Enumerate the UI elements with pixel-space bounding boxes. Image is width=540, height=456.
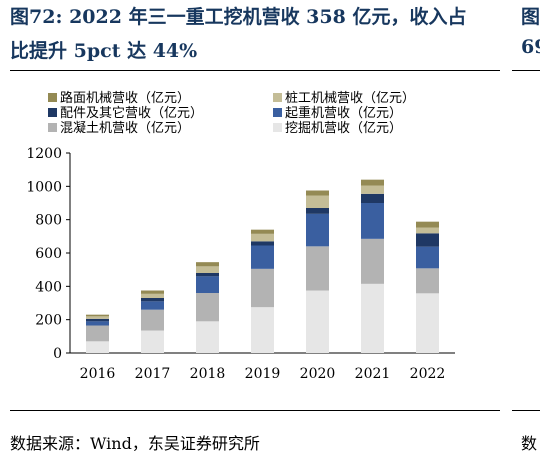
- bar-segment: [86, 318, 109, 322]
- bar-segment: [196, 293, 219, 322]
- bottom-rule: [10, 410, 500, 411]
- bar-segment: [306, 213, 329, 247]
- adjacent-figure-title-fragment-2: 69: [521, 36, 540, 58]
- legend-label: 混凝土机营收（亿元）: [60, 120, 190, 136]
- bar-segment: [416, 268, 439, 294]
- bar-segment: [86, 325, 109, 342]
- chart-legend: 路面机械营收（亿元） 桩工机械营收（亿元） 配件及其它营收（亿元） 起重机营收（亿元）…: [48, 90, 415, 136]
- bar-segment: [86, 341, 109, 353]
- legend-label: 桩工机械营收（亿元）: [285, 91, 415, 106]
- y-tick-label: 0: [53, 346, 62, 362]
- adjacent-source-fragment: 数: [521, 434, 538, 453]
- legend-swatch: [48, 108, 57, 117]
- bar-segment: [196, 273, 219, 277]
- bar-segment: [141, 301, 164, 310]
- legend-swatch: [48, 123, 57, 132]
- top-rule-adjacent: [512, 70, 540, 71]
- bar-segment: [416, 227, 439, 234]
- bar-segment: [416, 246, 439, 269]
- data-source-note: 数据来源：Wind，东吴证券研究所: [10, 434, 260, 453]
- bar-segment: [306, 195, 329, 208]
- legend-swatch: [273, 93, 282, 102]
- bottom-rule-adjacent: [512, 410, 540, 411]
- adjacent-figure-title-fragment-1: 图: [521, 6, 540, 28]
- bar-segment: [416, 221, 439, 228]
- y-tick-label: 1000: [26, 179, 62, 195]
- bar-segment: [306, 208, 329, 214]
- bar-segment: [251, 268, 274, 308]
- bar-segment: [361, 283, 384, 353]
- y-tick-label: 800: [35, 213, 62, 229]
- chart-bars: [86, 179, 439, 353]
- x-tick-label: 2022: [410, 366, 446, 382]
- bar-segment: [361, 238, 384, 284]
- top-rule: [10, 70, 500, 71]
- bar-segment: [196, 262, 219, 267]
- bar-segment: [141, 309, 164, 331]
- x-tick-label: 2017: [135, 366, 171, 382]
- bar-segment: [251, 241, 274, 246]
- bar-segment: [196, 266, 219, 273]
- bar-segment: [196, 276, 219, 293]
- x-tick-label: 2018: [190, 366, 226, 382]
- bar-segment: [141, 298, 164, 302]
- chart-axes: 0 200 400 600 800 1000 1200 2016 2017 2018 2019 202…: [26, 146, 455, 382]
- bar-segment: [141, 330, 164, 353]
- stacked-bar-chart: 路面机械营收（亿元） 桩工机械营收（亿元） 配件及其它营收（亿元） 起重机营收（亿元）…: [26, 90, 455, 382]
- bar-segment: [86, 314, 109, 317]
- legend-swatch: [273, 108, 282, 117]
- bar-segment: [251, 233, 274, 242]
- figure-title-line-2: 比提升 5pct 达 44%: [10, 40, 198, 62]
- legend-label: 挖掘机营收（亿元）: [285, 121, 402, 136]
- legend-label: 路面机械营收（亿元）: [60, 90, 190, 106]
- legend-label: 配件及其它营收（亿元）: [60, 105, 203, 121]
- bar-segment: [361, 203, 384, 239]
- y-tick-label: 1200: [26, 146, 62, 162]
- bar-segment: [416, 233, 439, 247]
- legend-label: 起重机营收（亿元）: [285, 105, 402, 121]
- x-tick-label: 2019: [245, 366, 281, 382]
- bar-segment: [306, 190, 329, 196]
- x-tick-label: 2016: [80, 366, 116, 382]
- x-tick-label: 2021: [355, 366, 391, 382]
- bar-segment: [86, 316, 109, 319]
- bar-segment: [306, 290, 329, 353]
- bar-segment: [361, 193, 384, 203]
- bar-segment: [361, 179, 384, 186]
- y-tick-label: 200: [35, 313, 62, 329]
- bar-segment: [251, 307, 274, 353]
- bar-segment: [251, 229, 274, 234]
- legend-swatch: [48, 93, 57, 102]
- y-tick-label: 400: [35, 279, 62, 295]
- bar-segment: [251, 245, 274, 269]
- bar-segment: [141, 290, 164, 294]
- figure-title-line-1: 图72: 2022 年三一重工挖机营收 358 亿元，收入占: [10, 6, 467, 28]
- bar-segment: [196, 321, 219, 353]
- bar-segment: [86, 321, 109, 326]
- bar-segment: [306, 246, 329, 291]
- bar-segment: [416, 293, 439, 353]
- y-tick-label: 600: [35, 246, 62, 262]
- x-tick-label: 2020: [300, 366, 336, 382]
- legend-swatch: [273, 123, 282, 132]
- bar-segment: [141, 293, 164, 298]
- bar-segment: [361, 185, 384, 194]
